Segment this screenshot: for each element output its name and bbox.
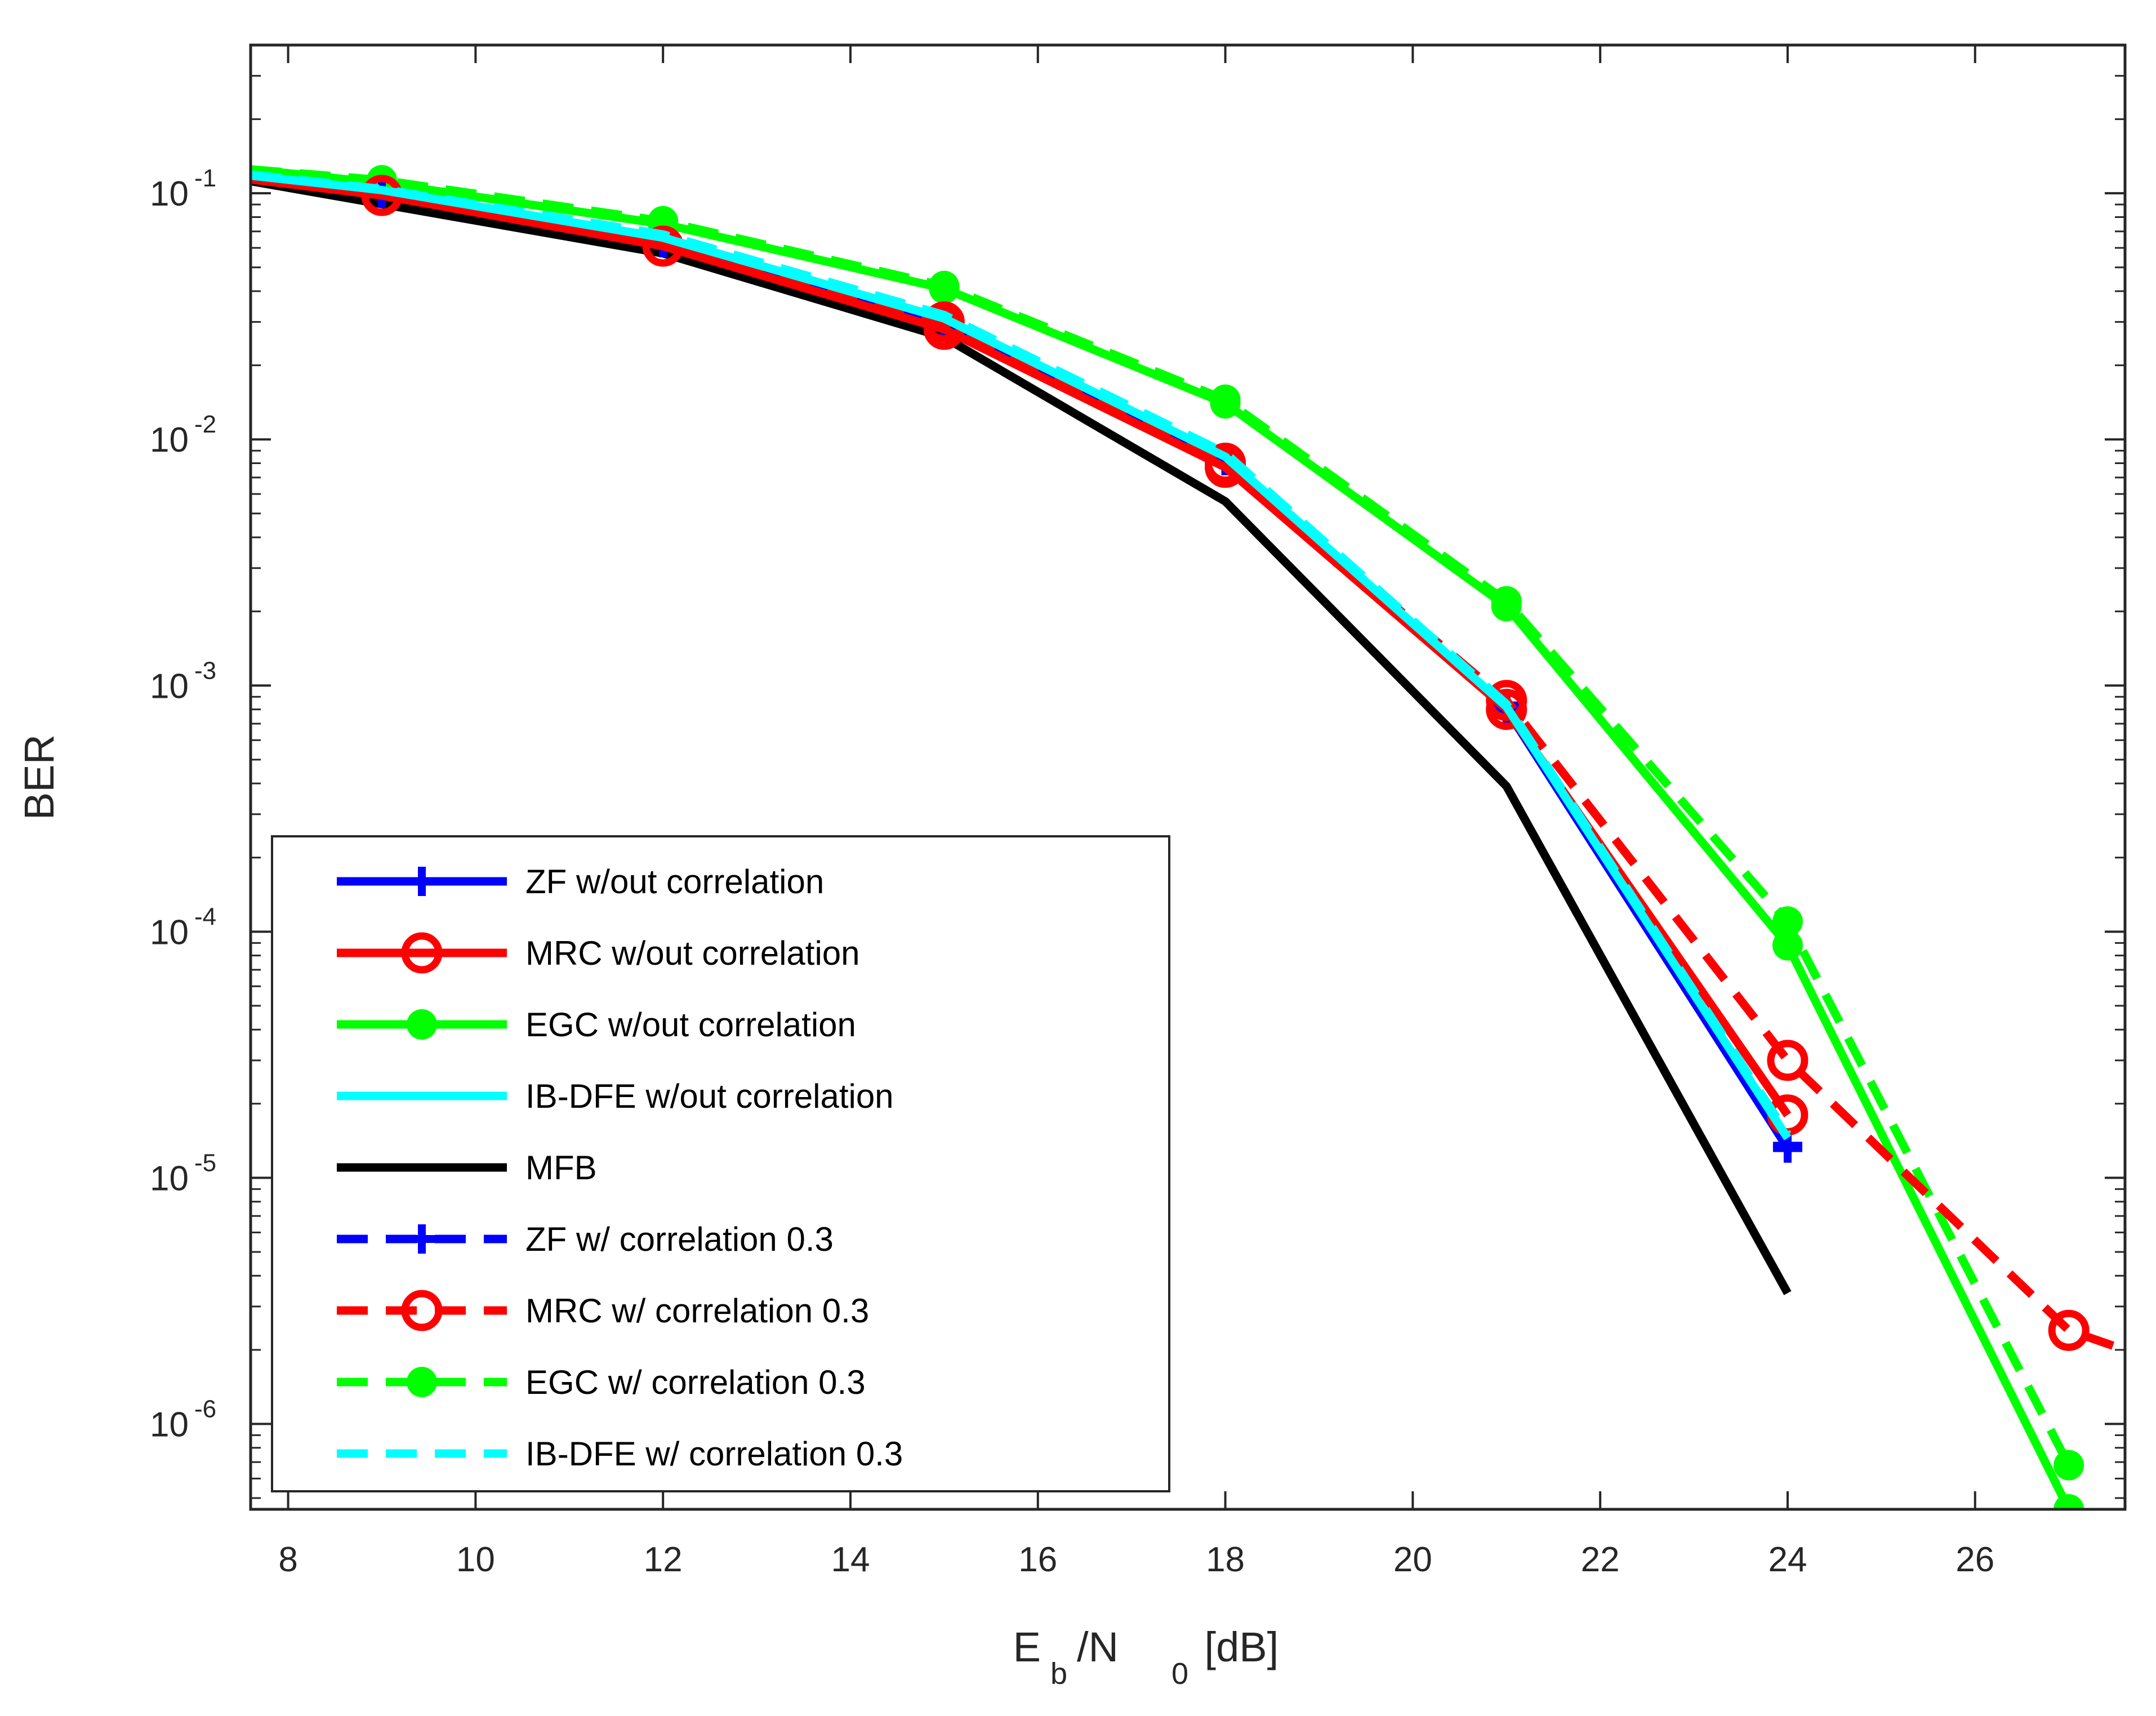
series-line-mfb xyxy=(251,177,1792,1295)
y-tick-label-base: 10 xyxy=(150,667,189,706)
y-tick-label-base: 10 xyxy=(150,1405,189,1444)
legend-marker-egc-w-correlation-0-3 xyxy=(407,1367,437,1397)
series-layer xyxy=(251,164,2125,1509)
series-ib-dfe-w-correlation-0-3 xyxy=(251,170,1792,1137)
y-tick-label-base: 10 xyxy=(150,913,189,952)
x-tick-label: 16 xyxy=(1018,1540,1057,1579)
plot-frame xyxy=(249,43,2127,1511)
legend-entry-ib-dfe-w-correlation-0-3: IB-DFE w/ correlation 0.3 xyxy=(337,1435,903,1473)
y-tick-label: 10 -6 xyxy=(150,1395,216,1444)
y-tick-label: 10 -2 xyxy=(150,411,216,460)
y-tick-label-exponent: -1 xyxy=(194,164,216,192)
legend-entry-ib-dfe-w-out-correlation: IB-DFE w/out correlation xyxy=(337,1077,894,1115)
x-tick-label: 20 xyxy=(1393,1540,1432,1579)
legend-marker-zf-w-correlation-0-3 xyxy=(407,1224,436,1254)
x-axis-title-unit: [dB] xyxy=(1193,1624,1279,1670)
data-point-mrc-w-correlation-0-3 xyxy=(2048,1309,2090,1351)
legend-label: IB-DFE w/ correlation 0.3 xyxy=(525,1435,903,1473)
legend: ZF w/out correlation MRC w/out correlatio… xyxy=(271,835,1170,1492)
data-point-mrc-w-correlation-0-3 xyxy=(1486,680,1527,721)
y-tick-label-exponent: -3 xyxy=(194,657,216,684)
data-point-egc-w-out-correlation xyxy=(1772,930,1803,961)
legend-marker-egc-w-out-correlation xyxy=(407,1009,437,1040)
legend-label: IB-DFE w/out correlation xyxy=(525,1077,894,1115)
y-tick-label: 10 -5 xyxy=(150,1149,216,1198)
y-tick-label: 10 -4 xyxy=(150,903,216,952)
legend-marker-mrc-w-out-correlation xyxy=(401,932,443,974)
legend-label: MFB xyxy=(525,1149,597,1187)
legend-entry-mrc-w-out-correlation: MRC w/out correlation xyxy=(337,932,860,974)
x-tick-label: 12 xyxy=(644,1540,683,1579)
data-point-egc-w-out-correlation xyxy=(2053,1494,2084,1509)
legend-marker-zf-w-out-correlation xyxy=(407,867,436,896)
y-tick-label-exponent: -6 xyxy=(194,1395,216,1423)
y-tick-label: 10 -1 xyxy=(150,164,216,213)
x-tick-label: 26 xyxy=(1955,1540,1994,1579)
legend-entry-egc-w-out-correlation: EGC w/out correlation xyxy=(337,1006,856,1044)
legend-label: EGC w/ correlation 0.3 xyxy=(525,1363,866,1401)
x-axis-title-sub-b: b xyxy=(1050,1657,1067,1691)
legend-marker-mrc-w-correlation-0-3 xyxy=(401,1290,443,1331)
data-point-mrc-w-correlation-0-3 xyxy=(923,301,965,343)
x-tick-label: 22 xyxy=(1581,1540,1620,1579)
x-axis-title-e: E xyxy=(1013,1624,1041,1670)
legend-entry-egc-w-correlation-0-3: EGC w/ correlation 0.3 xyxy=(337,1363,866,1401)
legend-entry-mrc-w-correlation-0-3: MRC w/ correlation 0.3 xyxy=(337,1290,869,1331)
data-point-egc-w-correlation-0-3 xyxy=(929,270,960,301)
x-tick-label: 18 xyxy=(1206,1540,1245,1579)
y-tick-label-base: 10 xyxy=(150,1159,189,1198)
x-axis-title: E b /N 0 [dB] xyxy=(1013,1624,1279,1691)
series-line-mrc-w-correlation-0-3 xyxy=(251,175,2125,1354)
y-tick-label-base: 10 xyxy=(150,175,189,213)
data-point-egc-w-correlation-0-3 xyxy=(2053,1450,2084,1481)
y-axis-title: BER xyxy=(16,734,63,820)
data-point-egc-w-correlation-0-3 xyxy=(1210,384,1241,415)
x-tick-label: 8 xyxy=(278,1540,297,1579)
legend-label: MRC w/ correlation 0.3 xyxy=(525,1292,869,1330)
y-tick-label-base: 10 xyxy=(150,421,189,460)
y-tick-label-exponent: -2 xyxy=(194,411,216,438)
legend-label: MRC w/out correlation xyxy=(525,934,860,972)
data-point-egc-w-correlation-0-3 xyxy=(1772,906,1803,937)
series-line-egc-w-correlation-0-3 xyxy=(251,165,2073,1468)
x-tick-label: 24 xyxy=(1768,1540,1807,1579)
series-line-ib-dfe-w-correlation-0-3 xyxy=(251,170,1792,1137)
series-mfb xyxy=(251,177,1792,1295)
y-tick-label-exponent: -5 xyxy=(194,1149,216,1176)
y-tick-label: 10 -3 xyxy=(150,657,216,706)
legend-label: ZF w/ correlation 0.3 xyxy=(525,1220,834,1258)
x-axis-title-n: /N xyxy=(1077,1624,1119,1670)
legend-entry-zf-w-correlation-0-3: ZF w/ correlation 0.3 xyxy=(337,1220,834,1258)
y-tick-label-exponent: -4 xyxy=(194,903,216,930)
x-tick-label: 14 xyxy=(831,1540,870,1579)
data-point-egc-w-correlation-0-3 xyxy=(1491,586,1522,617)
legend-label: ZF w/out correlation xyxy=(525,863,824,901)
data-point-mrc-w-correlation-0-3 xyxy=(1767,1040,1808,1081)
legend-entry-zf-w-out-correlation: ZF w/out correlation xyxy=(337,863,824,901)
legend-label: EGC w/out correlation xyxy=(525,1006,856,1044)
x-tick-label: 10 xyxy=(456,1540,495,1579)
x-axis-title-sub-0: 0 xyxy=(1171,1657,1188,1691)
legend-entry-mfb: MFB xyxy=(337,1149,597,1187)
